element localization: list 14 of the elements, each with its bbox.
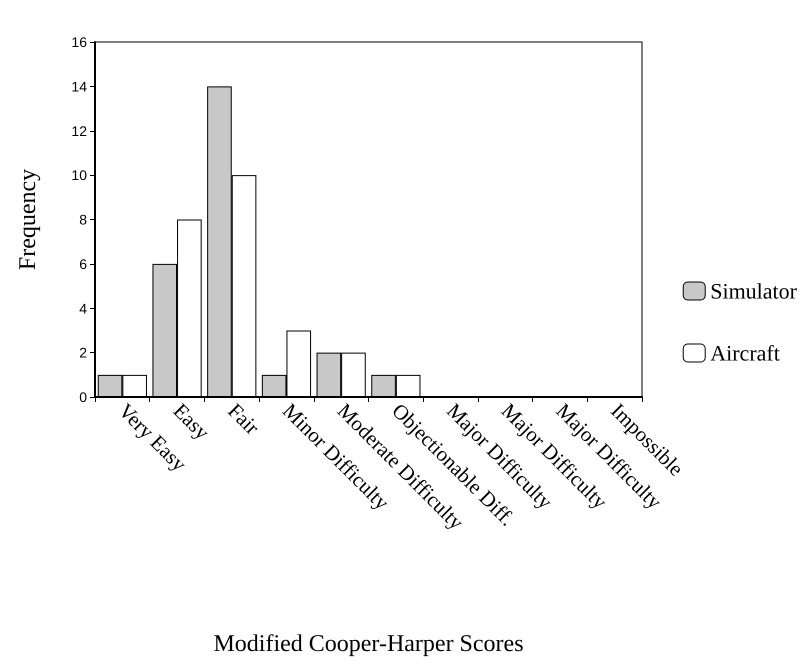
y-tick-label: 0 <box>79 389 88 405</box>
legend-label: Aircraft <box>710 340 780 366</box>
y-tick-label: 10 <box>71 167 88 184</box>
y-tick-label: 2 <box>79 344 88 361</box>
y-tick-label: 12 <box>71 122 88 139</box>
x-axis-title: Modified Cooper-Harper Scores <box>213 631 524 657</box>
y-tick-label: 4 <box>79 300 88 316</box>
y-axis-title: Frequency <box>15 168 41 270</box>
y-tick-label: 16 <box>71 34 88 50</box>
y-tick-label: 8 <box>79 212 88 228</box>
y-tick-label: 6 <box>79 256 88 272</box>
legend-label: Simulator <box>710 278 798 304</box>
y-tick-label: 14 <box>71 78 88 94</box>
x-tick-label: Fair <box>223 398 264 440</box>
